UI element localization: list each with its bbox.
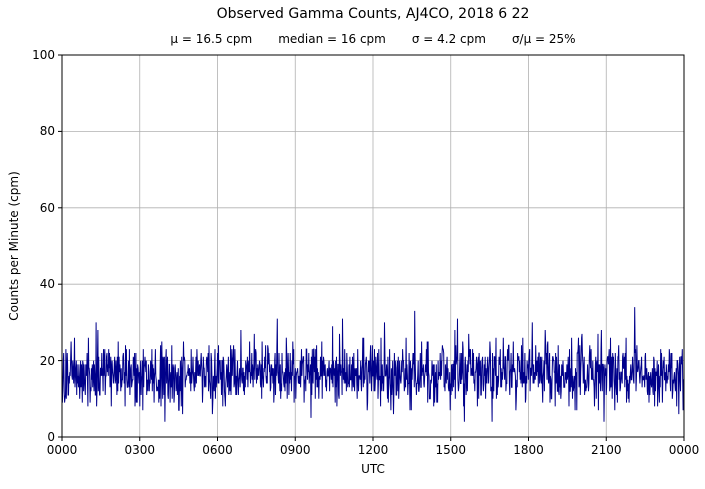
stat-sigma: σ = 4.2 cpm: [411, 32, 486, 46]
y-axis-label: Counts per Minute (cpm): [7, 171, 21, 321]
chart-title: Observed Gamma Counts, AJ4CO, 2018 6 22: [216, 6, 530, 22]
x-axis-label: UTC: [361, 462, 385, 476]
stat-median: median = 16 cpm: [278, 32, 386, 46]
chart-subtitle: μ = 16.5 cpm median = 16 cpm σ = 4.2 cpm…: [62, 32, 684, 47]
stat-ratio: σ/μ = 25%: [511, 32, 576, 46]
data-line: [61, 307, 685, 422]
stat-mu: μ = 16.5 cpm: [170, 32, 253, 46]
